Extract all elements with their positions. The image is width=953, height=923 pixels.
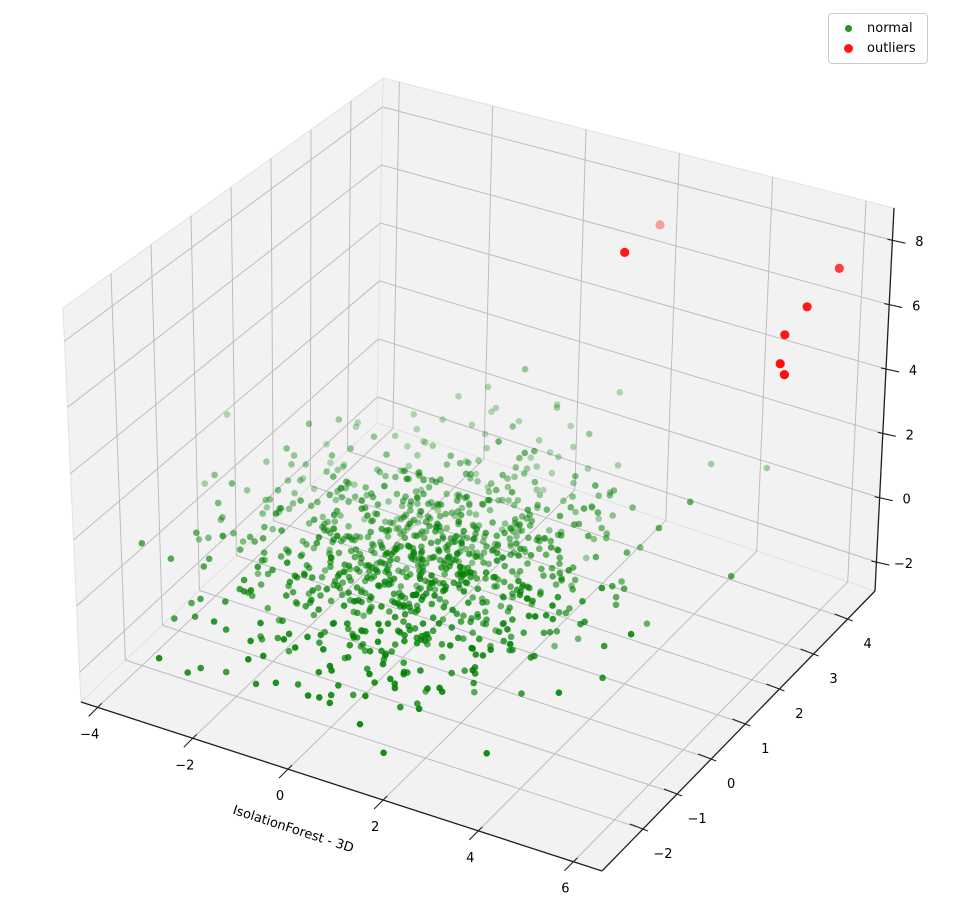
grid-z-right <box>377 396 877 563</box>
grid-z-left <box>73 280 380 541</box>
grid-x-bottom <box>573 581 849 863</box>
grid-z-right <box>378 338 880 499</box>
grid-x-wall <box>847 200 867 582</box>
grid-x-wall <box>574 129 587 490</box>
x-tick <box>88 703 103 717</box>
legend-item-outliers: outliers <box>829 40 917 57</box>
grid-z-left <box>64 106 383 342</box>
grid-y-bottom <box>125 659 644 830</box>
y-tick-label: 2 <box>795 707 803 722</box>
grid-z-left <box>76 338 379 607</box>
y-tick <box>663 788 683 797</box>
z-tick <box>871 560 890 566</box>
grid-z-left <box>79 396 378 673</box>
z-tick-label: 6 <box>912 300 920 315</box>
grid-lines <box>64 82 893 863</box>
z-tick-label: 8 <box>915 235 923 250</box>
grid-z-right <box>380 222 887 370</box>
grid-x-wall <box>483 105 494 460</box>
z-tick <box>877 431 896 437</box>
y-tick-label: −1 <box>687 812 706 827</box>
z-tick-label: 4 <box>909 364 917 379</box>
normal-marker-icon <box>844 25 852 32</box>
z-tick-label: 0 <box>902 493 910 508</box>
y-tick <box>698 753 717 762</box>
x-tick <box>278 764 293 779</box>
grid-y-wall <box>230 187 237 556</box>
x-tick-label: −4 <box>80 727 99 742</box>
x-tick-label: −2 <box>175 758 194 773</box>
y-axis-spine <box>601 590 876 872</box>
grid-y-wall <box>190 215 200 591</box>
x-tick <box>564 857 578 872</box>
outlier-point <box>780 330 790 340</box>
legend-label-outliers: outliers <box>867 41 916 56</box>
grid-y-wall <box>270 158 274 521</box>
y-tick-label: 3 <box>829 672 837 687</box>
grid-z-left <box>70 222 381 474</box>
legend-marker-box <box>829 44 867 53</box>
x-tick-label: 0 <box>276 789 284 804</box>
grid-y-wall <box>309 129 312 486</box>
grid-z-left <box>67 164 382 408</box>
outlier-point <box>834 263 844 273</box>
legend-label-normal: normal <box>867 21 913 36</box>
grid-y-wall <box>346 100 352 451</box>
grid-y-wall <box>110 273 126 661</box>
outliers-marker-icon <box>843 44 853 53</box>
x-tick <box>373 795 388 810</box>
x-axis-label: IsolationForest - 3D <box>231 803 356 856</box>
outlier-points <box>620 220 844 380</box>
y-tick <box>834 613 853 622</box>
grid-z-right <box>379 280 883 434</box>
z-axis-spine <box>874 207 895 592</box>
grid-z-right <box>382 106 893 241</box>
grid-y-wall <box>150 244 163 626</box>
grid-y-bottom <box>310 485 814 655</box>
normal-points <box>138 365 771 757</box>
z-tick <box>884 303 903 309</box>
z-tick <box>880 367 900 373</box>
outlier-point <box>779 370 790 380</box>
z-tick <box>887 238 906 244</box>
outlier-point <box>775 359 785 369</box>
y-tick-label: 1 <box>761 742 769 757</box>
outlier-point <box>620 247 630 257</box>
x-tick <box>183 733 198 748</box>
grid-x-wall <box>756 177 774 552</box>
x-tick <box>468 826 483 841</box>
grid-y-bottom <box>236 555 746 725</box>
y-tick-label: −2 <box>653 847 672 862</box>
y-tick <box>629 823 649 832</box>
y-tick-label: 0 <box>727 777 735 792</box>
grid-z-right <box>381 164 890 306</box>
tick-labels: −4 −2 0 2 4 6 −2 −1 0 1 2 3 4 −2 0 2 4 6 8 <box>80 235 923 897</box>
y-tick-label: 4 <box>864 637 872 652</box>
grid-x-wall <box>665 153 680 521</box>
axis-spines <box>80 207 895 872</box>
legend-item-normal: normal <box>829 20 917 37</box>
z-tick <box>874 496 893 502</box>
x-tick-label: 6 <box>561 882 569 897</box>
y-tick <box>766 683 785 692</box>
grid-x-bottom <box>477 550 758 832</box>
outlier-point <box>655 220 665 230</box>
outlier-point <box>802 302 812 312</box>
grid-y-bottom <box>347 450 848 620</box>
x-axis-spine <box>80 701 603 872</box>
grid-x-bottom <box>382 520 667 801</box>
z-tick-label: −2 <box>894 557 913 572</box>
y-tick <box>732 718 751 727</box>
x-tick-label: 4 <box>466 851 474 866</box>
legend-marker-box <box>829 25 867 32</box>
grid-x-bottom <box>97 428 394 708</box>
y-tick <box>800 648 819 657</box>
x-tick-label: 2 <box>371 820 379 835</box>
z-tick-label: 2 <box>906 428 914 443</box>
grid-x-wall <box>392 82 400 429</box>
legend: normal outliers <box>828 13 928 64</box>
tick-marks <box>88 238 906 872</box>
